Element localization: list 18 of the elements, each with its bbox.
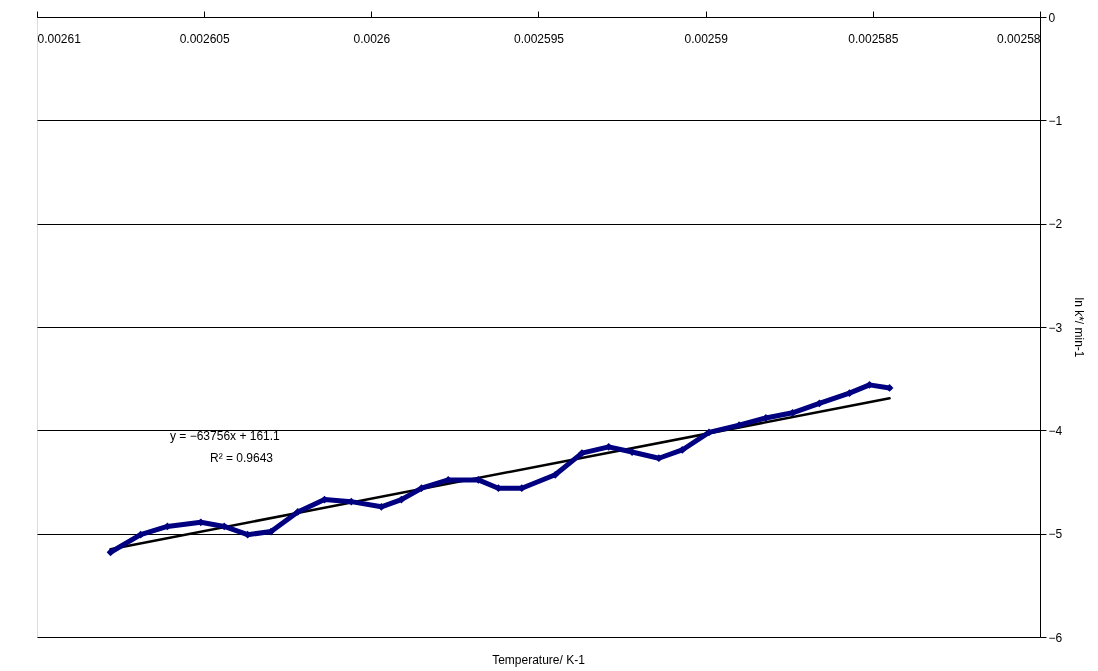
y-tick-label: −6 — [1048, 630, 1063, 645]
x-tick-label: 0.00261 — [37, 31, 82, 46]
x-axis-title: Temperature/ K-1 — [492, 653, 586, 667]
annotation: R² = 0.9643 — [210, 451, 274, 465]
y-tick-label: −3 — [1048, 320, 1063, 335]
y-tick-label: −4 — [1048, 423, 1063, 438]
x-tick-label: 0.002605 — [179, 31, 231, 46]
x-tick-label: 0.00259 — [684, 31, 729, 46]
y-tick-label: −5 — [1048, 527, 1063, 542]
x-tick-label: 0.00258 — [997, 31, 1041, 46]
x-tick-label: 0.002595 — [513, 31, 565, 46]
y-tick-label: −2 — [1048, 217, 1063, 232]
annotation: y = −63756x + 161.1 — [170, 429, 281, 443]
x-tick-label: 0.002585 — [848, 31, 899, 46]
x-tick-label: 0.0026 — [353, 31, 391, 46]
y-tick-label: −1 — [1048, 113, 1063, 128]
y-tick-label: 0 — [1048, 10, 1056, 25]
y-axis-title: ln k*/ min-1 — [1072, 297, 1087, 358]
